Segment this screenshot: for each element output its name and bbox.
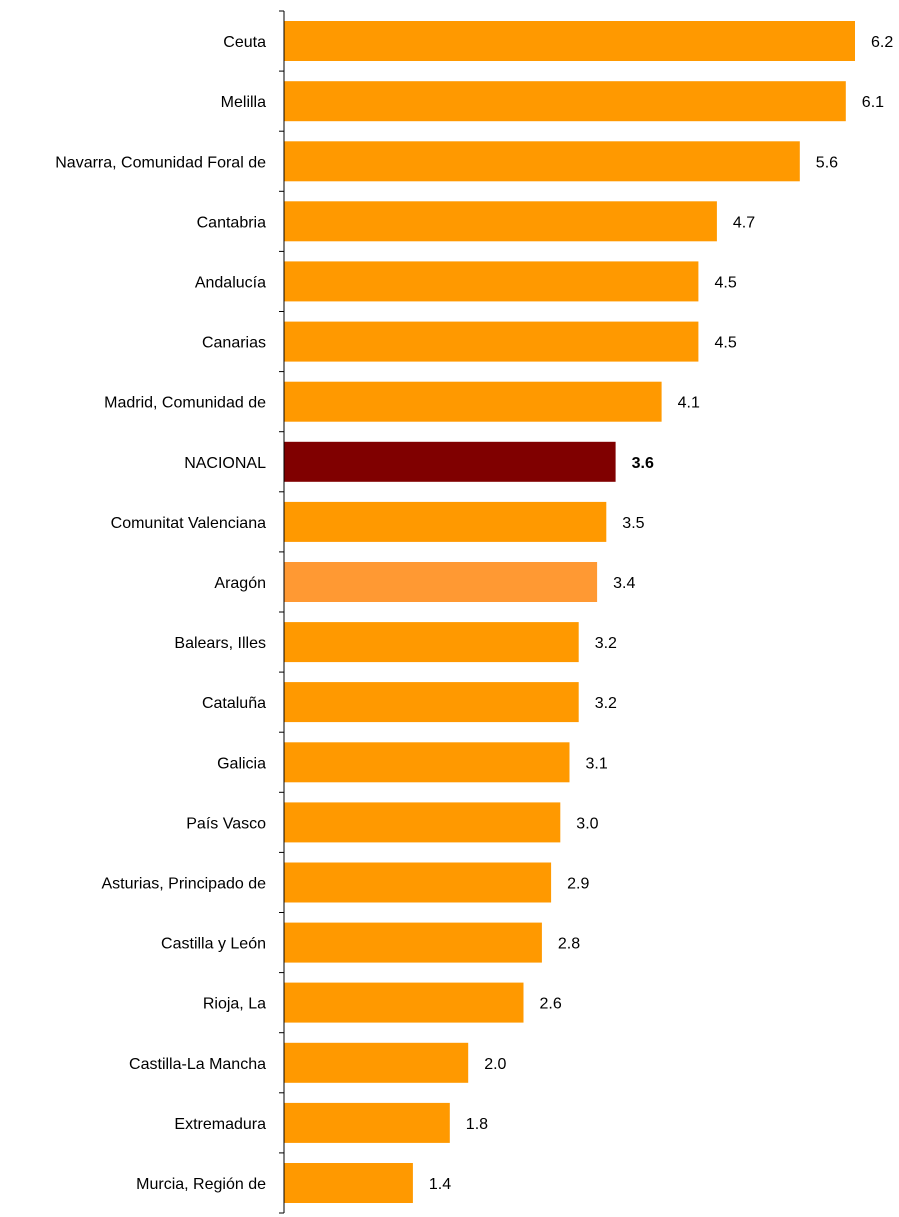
value-label-9: 3.4 — [613, 575, 635, 592]
value-label-8: 3.5 — [622, 515, 644, 532]
value-label-15: 2.8 — [558, 936, 580, 953]
bar-11 — [284, 682, 579, 723]
category-axis — [279, 10, 285, 1214]
category-label-16: Rioja, La — [203, 996, 266, 1013]
bar-19 — [284, 1163, 413, 1203]
bar-3 — [284, 201, 717, 242]
value-label-18: 1.8 — [466, 1116, 488, 1133]
category-label-13: País Vasco — [186, 815, 266, 832]
value-label-19: 1.4 — [429, 1176, 451, 1193]
bar-7 — [284, 441, 616, 482]
bar-16 — [284, 982, 524, 1023]
bars-layer — [284, 21, 855, 1203]
category-label-15: Castilla y León — [161, 936, 266, 953]
category-label-8: Comunitat Valenciana — [111, 515, 266, 532]
value-label-17: 2.0 — [484, 1056, 506, 1073]
category-label-19: Murcia, Región de — [136, 1176, 266, 1193]
category-label-12: Galicia — [217, 755, 266, 772]
value-label-3: 4.7 — [733, 214, 755, 231]
category-label-17: Castilla-La Mancha — [129, 1056, 266, 1073]
value-label-7: 3.6 — [632, 455, 654, 472]
bar-18 — [284, 1102, 450, 1143]
category-label-0: Ceuta — [223, 34, 266, 51]
value-label-10: 3.2 — [595, 635, 617, 652]
category-label-9: Aragón — [214, 575, 266, 592]
category-label-3: Cantabria — [197, 214, 266, 231]
bar-5 — [284, 321, 699, 362]
bar-17 — [284, 1042, 469, 1083]
value-label-1: 6.1 — [862, 94, 884, 111]
bar-12 — [284, 742, 570, 783]
value-label-0: 6.2 — [871, 34, 893, 51]
category-label-4: Andalucía — [195, 274, 266, 291]
value-label-6: 4.1 — [678, 395, 700, 412]
bar-10 — [284, 622, 579, 663]
category-label-7: NACIONAL — [184, 455, 266, 472]
bar-2 — [284, 141, 800, 182]
value-label-14: 2.9 — [567, 876, 589, 893]
category-label-18: Extremadura — [174, 1116, 266, 1133]
value-label-16: 2.6 — [540, 996, 562, 1013]
category-label-1: Melilla — [221, 94, 266, 111]
bar-9 — [284, 562, 598, 602]
bar-13 — [284, 802, 561, 843]
category-label-11: Cataluña — [202, 695, 266, 712]
bar-15 — [284, 922, 542, 963]
category-label-5: Canarias — [202, 335, 266, 352]
category-label-14: Asturias, Principado de — [101, 876, 266, 893]
bar-8 — [284, 501, 607, 542]
bar-6 — [284, 381, 662, 422]
labels-layer: Ceuta 6.2 Melilla 6.1 Navarra, Comunidad For… — [55, 34, 893, 1193]
bar-1 — [284, 81, 846, 122]
category-label-6: Madrid, Comunidad de — [104, 395, 266, 412]
bar-0 — [284, 21, 855, 61]
value-label-4: 4.5 — [715, 274, 737, 291]
value-label-11: 3.2 — [595, 695, 617, 712]
category-label-10: Balears, Illes — [174, 635, 266, 652]
category-label-2: Navarra, Comunidad Foral de — [55, 154, 266, 171]
value-label-12: 3.1 — [586, 755, 608, 772]
value-label-13: 3.0 — [576, 815, 598, 832]
value-label-5: 4.5 — [715, 335, 737, 352]
value-label-2: 5.6 — [816, 154, 838, 171]
bar-14 — [284, 862, 552, 903]
bar-4 — [284, 261, 699, 302]
